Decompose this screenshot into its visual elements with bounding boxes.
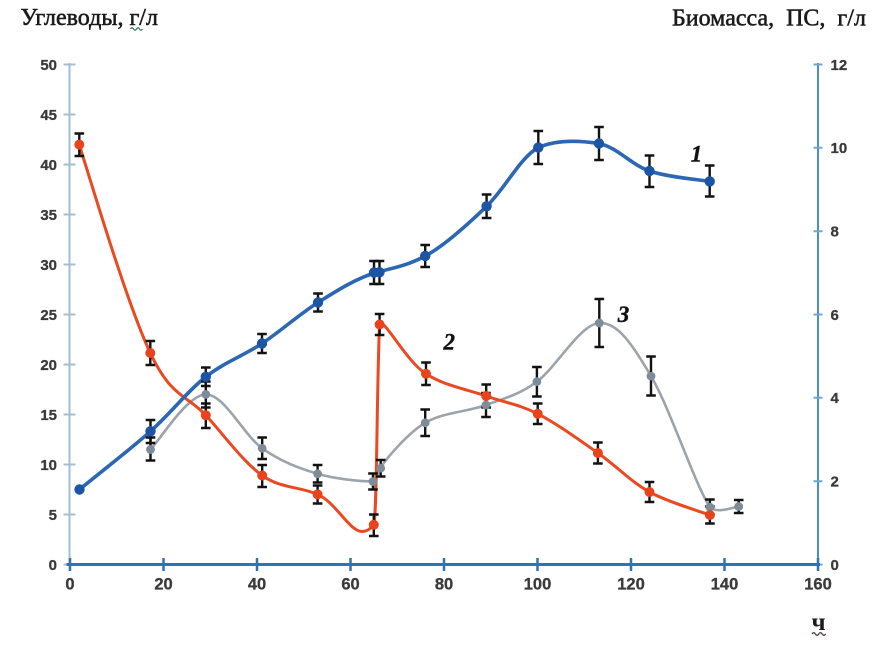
svg-text:50: 50 [40, 57, 57, 74]
svg-text:25: 25 [40, 307, 57, 324]
svg-text:Биомасса, ПС, г/л: Биомасса, ПС, г/л [672, 6, 866, 32]
svg-text:1: 1 [691, 142, 703, 167]
svg-text:6: 6 [831, 307, 839, 324]
svg-text:30: 30 [40, 257, 57, 274]
svg-text:35: 35 [40, 207, 57, 224]
svg-text:0: 0 [49, 557, 57, 574]
svg-text:45: 45 [40, 107, 57, 124]
svg-text:2: 2 [442, 330, 455, 355]
svg-text:3: 3 [617, 302, 630, 327]
svg-text:20: 20 [154, 576, 172, 594]
svg-text:100: 100 [524, 576, 552, 594]
svg-text:12: 12 [831, 57, 848, 74]
svg-text:60: 60 [341, 576, 359, 594]
svg-text:ч: ч [812, 609, 826, 636]
svg-text:0: 0 [831, 557, 839, 574]
svg-text:4: 4 [831, 390, 840, 407]
svg-text:160: 160 [804, 576, 832, 594]
svg-text:40: 40 [40, 157, 57, 174]
svg-text:120: 120 [617, 576, 645, 594]
svg-text:40: 40 [248, 576, 266, 594]
svg-text:Углеводы, г/л: Углеводы, г/л [21, 5, 158, 31]
svg-text:15: 15 [40, 407, 57, 424]
svg-text:2: 2 [831, 474, 839, 491]
svg-text:140: 140 [711, 576, 739, 594]
svg-text:20: 20 [40, 357, 57, 374]
svg-text:8: 8 [831, 224, 839, 241]
svg-text:10: 10 [831, 140, 848, 157]
svg-text:80: 80 [435, 576, 453, 594]
svg-text:5: 5 [49, 507, 57, 524]
svg-text:0: 0 [65, 576, 74, 594]
svg-text:10: 10 [40, 457, 57, 474]
